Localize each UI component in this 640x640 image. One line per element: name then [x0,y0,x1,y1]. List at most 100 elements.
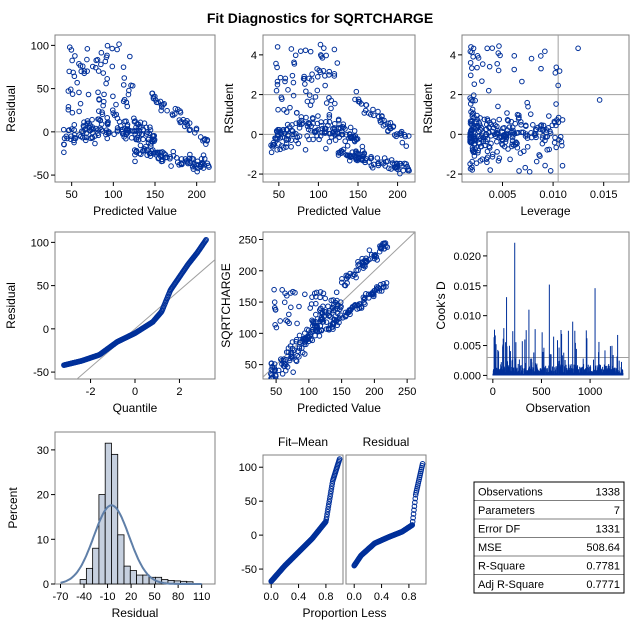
data-point [544,147,551,153]
data-point [309,318,316,325]
data-point [338,148,344,154]
data-point [137,119,144,126]
data-point [484,136,491,142]
data-point [496,134,503,141]
data-point [297,48,304,54]
points-group [268,456,343,584]
data-point [487,167,494,173]
data-point [124,103,131,110]
x-tick-label: -70 [53,591,69,603]
data-point [470,53,476,60]
data-point [370,112,377,119]
data-point [326,325,332,332]
data-point [306,75,312,82]
data-point [147,153,154,159]
data-point [409,518,416,525]
data-point [293,336,300,343]
data-point [512,141,519,148]
data-point [469,106,476,113]
data-point [117,123,124,129]
data-point [543,127,550,133]
data-point [511,53,518,59]
data-point [387,119,394,126]
data-point [273,87,280,94]
data-point [495,67,502,74]
data-point [361,151,367,158]
stats-value: 7 [614,505,620,517]
data-point [555,82,561,89]
data-point [86,124,93,131]
data-point [538,65,544,72]
data-point [301,351,308,357]
y-tick-label: 2 [450,90,456,102]
data-point [288,46,295,52]
data-point [419,461,426,467]
data-point [546,113,552,119]
data-point [336,149,343,156]
data-point [82,137,89,144]
data-point [182,156,189,162]
data-point [164,154,170,161]
data-point [302,291,308,298]
data-point [95,89,101,96]
points-group [60,41,212,175]
stats-label: Observations [478,487,543,499]
data-point [467,120,474,127]
data-point [76,89,82,96]
data-point [296,303,302,310]
data-point [120,64,127,70]
data-point [129,82,136,89]
data-point [327,493,333,500]
data-point [542,48,548,55]
data-point [596,97,603,103]
data-point [469,167,476,173]
data-point [317,41,324,48]
data-point [538,53,544,59]
x-tick-label: 0 [132,386,138,398]
data-point [291,131,297,138]
y-axis-label: Residual [4,282,18,329]
data-point [326,94,332,101]
data-point [322,295,328,302]
x-axis-label: Quantile [113,401,158,415]
data-point [294,109,300,116]
data-point [317,289,324,295]
y-tick-label: -50 [33,170,49,182]
data-point [271,361,278,367]
data-point [197,134,204,140]
y-tick-label: -2 [247,169,257,181]
stats-value: 508.64 [586,542,620,554]
y-tick-label: 0.010 [453,311,481,323]
data-point [336,456,343,462]
data-point [323,326,330,332]
plot-frame [345,454,427,585]
data-point [293,358,300,365]
data-point [102,58,109,65]
plot-obs_vs_pred: 50 100 150 200 250 50 100 150 200 250 Predicted Va… [219,231,416,415]
data-point [314,316,321,322]
histogram-bar [123,565,131,585]
data-point [410,511,417,517]
data-point [70,69,76,76]
data-point [323,52,329,59]
data-point [274,128,280,135]
data-point [356,301,363,307]
data-point [411,507,417,513]
data-point [136,127,143,134]
data-point [326,72,332,78]
data-point [328,485,335,492]
data-point [400,167,407,174]
data-point [273,60,279,67]
y-tick-label: 100 [239,328,257,340]
data-point [314,74,321,80]
data-point [289,72,296,79]
data-point [68,126,75,132]
x-tick-label: 250 [398,386,416,398]
panel-label: Fit–Mean [278,435,328,449]
stats-label: Parameters [478,505,535,517]
data-point [518,121,524,128]
data-point [272,376,279,379]
reference-line [76,259,215,379]
data-point [113,101,119,108]
data-point [370,106,376,113]
